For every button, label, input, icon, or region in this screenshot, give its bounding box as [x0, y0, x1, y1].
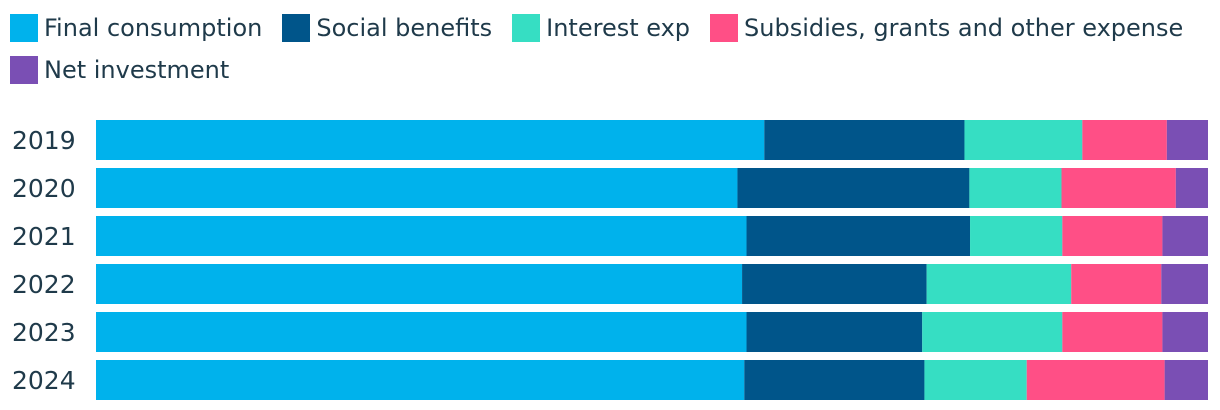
legend-swatch	[10, 14, 38, 42]
bar-segment-2020-subsidies-grants-and-other-expense	[1061, 168, 1176, 208]
legend-item-subsidies-grants-and-other-expense: Subsidies, grants and other expense	[710, 14, 1183, 42]
bar-segment-2020-social-benefits	[737, 168, 970, 208]
bar-segment-2021-net-investment	[1162, 216, 1208, 256]
bar-segment-2022-interest-exp	[926, 264, 1072, 304]
chart-legend: Final consumption Social benefits Interest…	[10, 14, 1210, 84]
bar-segment-2020-final-consumption	[96, 168, 738, 208]
legend-label: Subsidies, grants and other expense	[744, 14, 1184, 42]
legend-swatch	[710, 14, 739, 42]
legend-swatch	[512, 14, 541, 42]
bar-segment-2023-social-benefits	[746, 312, 923, 352]
bar-segment-2021-final-consumption	[96, 216, 747, 256]
bar-segment-2023-net-investment	[1162, 312, 1208, 352]
bar-segment-2019-social-benefits	[764, 120, 965, 160]
legend-item-interest-exp: Interest exp	[512, 14, 690, 42]
legend-swatch	[10, 56, 38, 84]
bar-segment-2021-interest-exp	[970, 216, 1063, 256]
bar-segment-2023-subsidies-grants-and-other-expense	[1062, 312, 1163, 352]
stacked-bar-chart: 2019 2020 2021 2022 2023 2024	[12, 120, 1208, 400]
bar-segment-2019-subsidies-grants-and-other-expense	[1082, 120, 1167, 160]
legend-label: Net investment	[44, 56, 230, 84]
y-tick-label-2019: 2019	[12, 126, 76, 155]
bar-segment-2024-net-investment	[1164, 360, 1208, 400]
bar-segment-2022-subsidies-grants-and-other-expense	[1071, 264, 1162, 304]
legend-label: Interest exp	[546, 14, 691, 42]
legend-swatch	[282, 14, 311, 42]
y-tick-label-2022: 2022	[12, 270, 76, 299]
bar-segment-2022-social-benefits	[742, 264, 927, 304]
legend-label: Social benefits	[316, 14, 493, 42]
y-tick-label-2021: 2021	[12, 222, 76, 251]
bar-segment-2022-net-investment	[1161, 264, 1208, 304]
bar-segment-2024-interest-exp	[924, 360, 1027, 400]
bar-segment-2021-subsidies-grants-and-other-expense	[1062, 216, 1163, 256]
bar-segment-2019-final-consumption	[96, 120, 765, 160]
y-tick-label-2020: 2020	[12, 174, 76, 203]
y-tick-label-2023: 2023	[12, 318, 76, 347]
bar-segment-2022-final-consumption	[96, 264, 743, 304]
bar-segment-2023-final-consumption	[96, 312, 747, 352]
bar-segment-2023-interest-exp	[922, 312, 1063, 352]
legend-item-final-consumption: Final consumption	[10, 14, 262, 42]
legend-item-social-benefits: Social benefits	[282, 14, 492, 42]
bar-segment-2021-social-benefits	[746, 216, 971, 256]
bar-segment-2024-social-benefits	[744, 360, 925, 400]
bar-segment-2020-net-investment	[1175, 168, 1208, 208]
bar-segment-2019-net-investment	[1166, 120, 1208, 160]
legend-label: Final consumption	[44, 14, 263, 42]
legend-item-net-investment: Net investment	[10, 56, 229, 84]
bar-segment-2024-final-consumption	[96, 360, 745, 400]
bar-segment-2024-subsidies-grants-and-other-expense	[1026, 360, 1165, 400]
y-tick-label-2024: 2024	[12, 366, 76, 395]
bar-segment-2019-interest-exp	[964, 120, 1083, 160]
bar-segment-2020-interest-exp	[969, 168, 1062, 208]
